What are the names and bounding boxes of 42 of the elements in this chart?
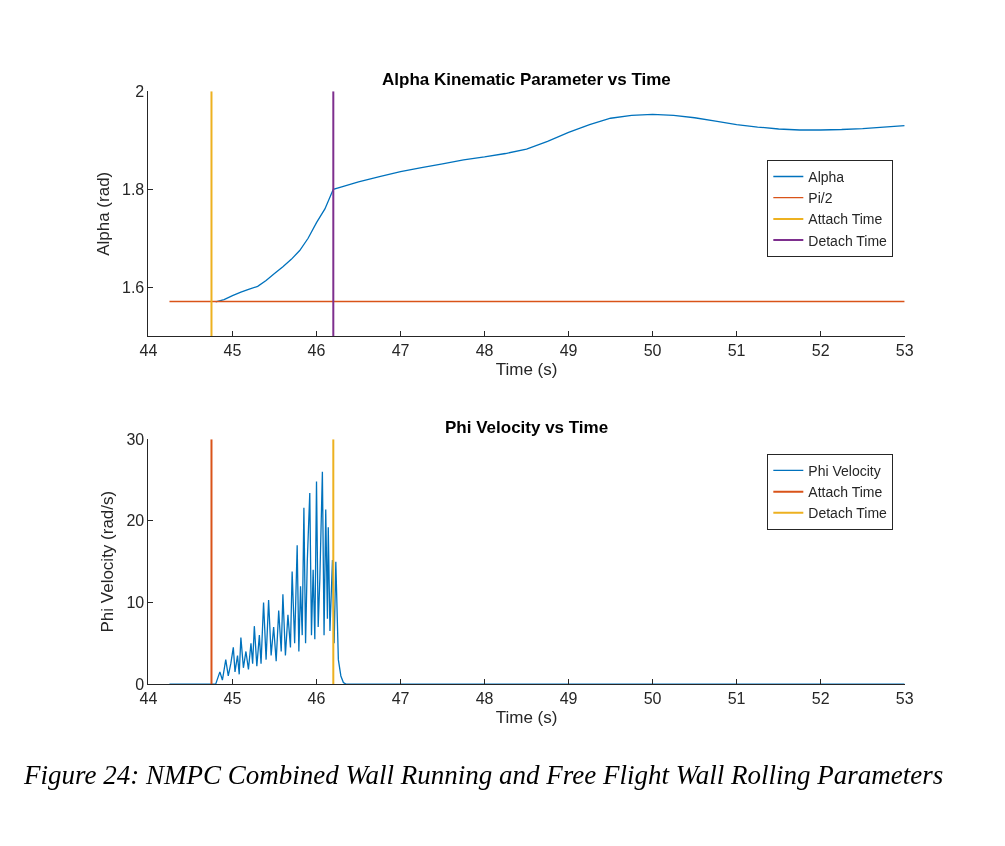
x-tick-label: 53	[895, 342, 914, 360]
y-tick-label: 0	[135, 675, 145, 693]
x-tick-label: 52	[811, 690, 830, 708]
x-tick-label: 46	[307, 342, 326, 360]
x-tick-label: 44	[139, 342, 158, 360]
x-tick-label: 45	[223, 342, 242, 360]
y-tick-label: 1.6	[122, 278, 145, 296]
x-tick-label: 47	[391, 690, 410, 708]
x-tick-label: 45	[223, 690, 242, 708]
legend-label: Detach Time	[808, 505, 888, 522]
line-series	[215, 113, 905, 303]
x-tick-label: 53	[895, 690, 914, 708]
y-axis-title: Phi Velocity (rad/s)	[98, 490, 118, 633]
x-tick-label: 46	[307, 690, 326, 708]
chart-title: Phi Velocity vs Time	[445, 418, 609, 437]
x-tick-label: 51	[727, 342, 746, 360]
legend-label: Detach Time	[808, 232, 888, 249]
legend-label: Alpha	[808, 168, 845, 185]
x-tick-label: 44	[139, 690, 158, 708]
legend-label: Attach Time	[808, 211, 883, 228]
x-tick-label: 48	[475, 342, 494, 360]
x-axis-title: Time (s)	[495, 707, 558, 727]
x-tick-label: 48	[475, 690, 494, 708]
y-tick-label: 1.8	[122, 180, 145, 198]
legend-label: Pi/2	[808, 190, 833, 207]
caption: Figure 24: NMPC Combined Wall Running and Free Flight Wall Rolling Parameters	[23, 760, 944, 790]
chart-title: Alpha Kinematic Parameter vs Time	[382, 70, 671, 89]
legend-label: Phi Velocity	[808, 462, 881, 479]
y-tick-label: 2	[135, 82, 145, 100]
x-tick-label: 49	[559, 690, 578, 708]
x-tick-label: 52	[811, 342, 830, 360]
y-tick-label: 10	[126, 594, 145, 612]
y-axis-title: Alpha (rad)	[93, 171, 113, 256]
x-axis-title: Time (s)	[495, 359, 558, 379]
x-tick-label: 50	[643, 342, 662, 360]
y-tick-label: 20	[126, 512, 145, 530]
x-tick-label: 49	[559, 342, 578, 360]
legend-label: Attach Time	[808, 484, 883, 501]
y-tick-label: 30	[126, 430, 145, 448]
x-tick-label: 50	[643, 690, 662, 708]
x-tick-label: 47	[391, 342, 410, 360]
x-tick-label: 51	[727, 690, 746, 708]
